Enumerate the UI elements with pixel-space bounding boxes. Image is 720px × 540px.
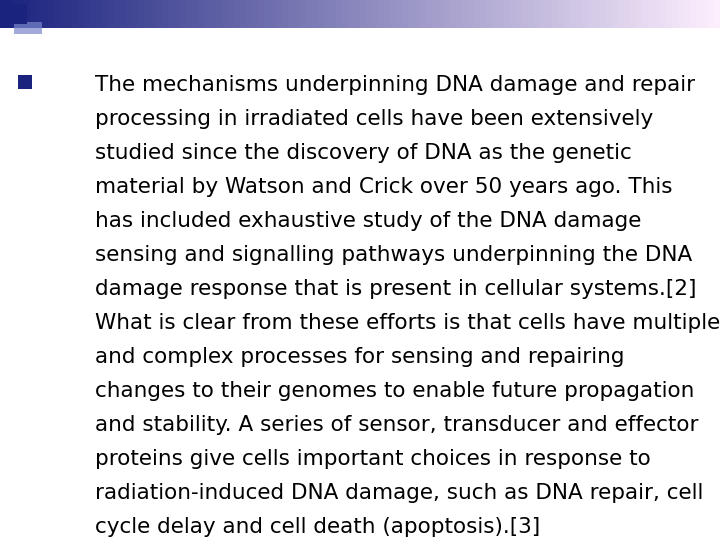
Text: radiation-induced DNA damage, such as DNA repair, cell: radiation-induced DNA damage, such as DN… (95, 483, 703, 503)
Text: damage response that is present in cellular systems.[2]: damage response that is present in cellu… (95, 279, 696, 299)
Text: studied since the discovery of DNA as the genetic: studied since the discovery of DNA as th… (95, 143, 631, 163)
Text: The mechanisms underpinning DNA damage and repair: The mechanisms underpinning DNA damage a… (95, 75, 695, 95)
Text: cycle delay and cell death (apoptosis).[3]: cycle delay and cell death (apoptosis).[… (95, 517, 540, 537)
Text: sensing and signalling pathways underpinning the DNA: sensing and signalling pathways underpin… (95, 245, 692, 265)
Text: and stability. A series of sensor, transducer and effector: and stability. A series of sensor, trans… (95, 415, 698, 435)
Text: has included exhaustive study of the DNA damage: has included exhaustive study of the DNA… (95, 211, 642, 231)
Text: changes to their genomes to enable future propagation: changes to their genomes to enable futur… (95, 381, 694, 401)
Text: and complex processes for sensing and repairing: and complex processes for sensing and re… (95, 347, 624, 367)
Text: material by Watson and Crick over 50 years ago. This: material by Watson and Crick over 50 yea… (95, 177, 672, 197)
Text: proteins give cells important choices in response to: proteins give cells important choices in… (95, 449, 651, 469)
Text: processing in irradiated cells have been extensively: processing in irradiated cells have been… (95, 109, 653, 129)
Text: What is clear from these efforts is that cells have multiple: What is clear from these efforts is that… (95, 313, 720, 333)
